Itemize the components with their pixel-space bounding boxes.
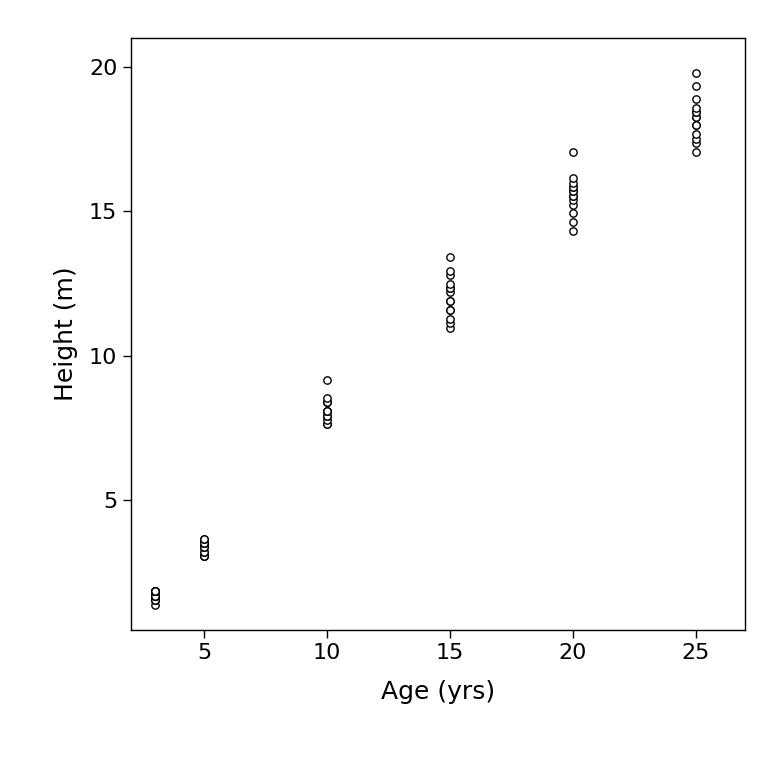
Point [149,594,161,607]
Point [690,101,702,114]
Point [444,282,456,294]
Point [198,550,210,562]
Point [149,598,161,611]
Point [198,537,210,549]
Point [149,590,161,602]
Point [444,286,456,299]
Point [690,119,702,131]
Point [321,409,333,422]
Point [149,585,161,598]
Point [690,111,702,123]
Point [321,396,333,409]
Point [567,190,579,202]
Point [690,67,702,79]
Point [149,590,161,602]
Point [198,537,210,549]
Point [321,409,333,422]
X-axis label: Age (yrs): Age (yrs) [381,680,495,703]
Point [567,180,579,193]
Point [444,313,456,325]
Point [567,146,579,158]
Point [690,146,702,158]
Point [567,180,579,193]
Point [444,295,456,307]
Point [149,585,161,598]
Point [149,590,161,602]
Point [321,409,333,422]
Point [444,277,456,290]
Point [444,304,456,316]
Point [567,216,579,228]
Point [567,185,579,197]
Point [444,251,456,263]
Point [198,546,210,558]
Point [198,541,210,554]
Point [198,537,210,549]
Point [444,322,456,334]
Point [444,264,456,276]
Point [321,374,333,386]
Point [149,585,161,598]
Point [444,269,456,281]
Point [198,550,210,562]
Point [321,405,333,417]
Y-axis label: Height (m): Height (m) [54,266,78,402]
Point [567,185,579,197]
Point [567,190,579,202]
Point [198,541,210,554]
Point [149,585,161,598]
Point [690,106,702,118]
Point [198,541,210,554]
Point [321,419,333,431]
Point [321,396,333,409]
Point [567,198,579,210]
Point [567,172,579,184]
Point [444,295,456,307]
Point [149,590,161,602]
Point [444,317,456,329]
Point [198,532,210,545]
Point [567,177,579,189]
Point [321,405,333,417]
Point [149,594,161,607]
Point [321,419,333,431]
Point [690,132,702,144]
Point [690,80,702,92]
Point [567,207,579,220]
Point [149,585,161,598]
Point [690,93,702,105]
Point [444,282,456,294]
Point [321,396,333,409]
Point [198,550,210,562]
Point [690,137,702,149]
Point [149,594,161,607]
Point [198,532,210,545]
Point [690,119,702,131]
Point [149,585,161,598]
Point [690,106,702,118]
Point [321,414,333,426]
Point [444,304,456,316]
Point [567,225,579,237]
Point [567,194,579,207]
Point [321,405,333,417]
Point [198,546,210,558]
Point [690,128,702,141]
Point [198,537,210,549]
Point [321,392,333,404]
Point [690,111,702,123]
